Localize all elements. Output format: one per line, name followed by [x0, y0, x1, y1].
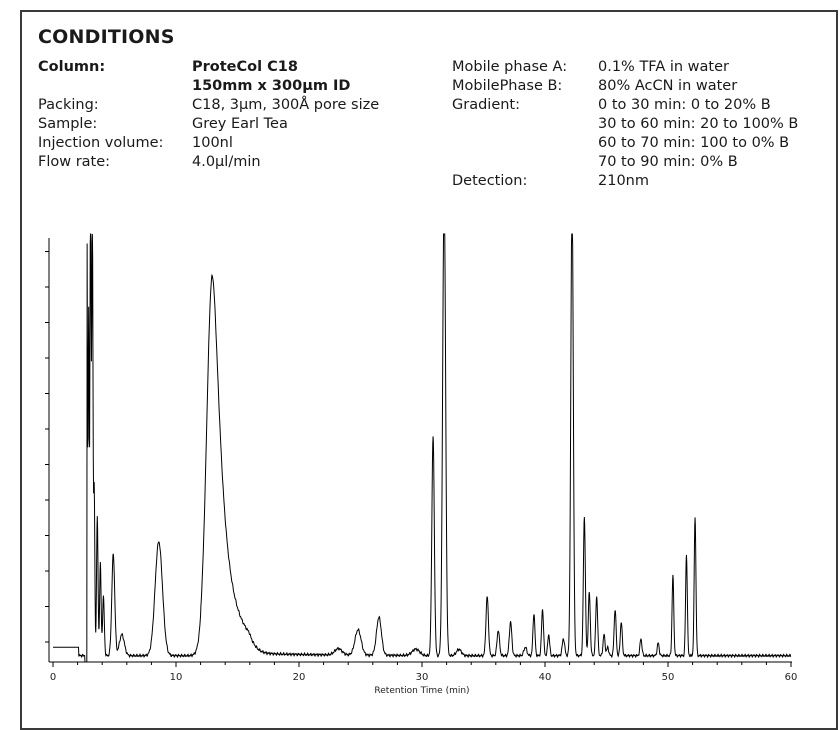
- condition-value: 30 to 60 min: 20 to 100% B: [598, 116, 799, 132]
- condition-value: ProteCol C18: [192, 59, 298, 75]
- chromatogram-chart: 0 10 20 30 40 50 60 Retention Time (min): [45, 233, 798, 696]
- y-axis: [45, 238, 50, 662]
- condition-value: C18, 3µm, 300Å pore size: [192, 97, 380, 113]
- condition-label: Injection volume:: [38, 135, 164, 151]
- condition-value: 80% AcCN in water: [598, 78, 738, 94]
- condition-value: 150mm x 300µm ID: [192, 78, 351, 94]
- condition-value: Grey Earl Tea: [192, 116, 288, 132]
- condition-label: MobilePhase B:: [452, 78, 563, 94]
- conditions-heading: CONDITIONS: [38, 26, 175, 48]
- x-tick-label: 50: [662, 672, 675, 683]
- x-tick-label: 10: [170, 672, 183, 683]
- condition-value: 60 to 70 min: 100 to 0% B: [598, 135, 790, 151]
- x-tick-label: 30: [416, 672, 429, 683]
- x-axis-label: Retention Time (min): [374, 686, 469, 696]
- condition-value: 210nm: [598, 173, 649, 189]
- chromatogram-trace: [53, 233, 792, 663]
- condition-label: Packing:: [38, 97, 99, 113]
- condition-label: Gradient:: [452, 97, 520, 113]
- condition-label: Flow rate:: [38, 154, 111, 170]
- condition-value: 0 to 30 min: 0 to 20% B: [598, 97, 771, 113]
- x-tick-label: 60: [785, 672, 798, 683]
- condition-value: 4.0µl/min: [192, 154, 261, 170]
- condition-value: 100nl: [192, 135, 233, 151]
- condition-label: Column:: [38, 59, 106, 75]
- condition-value: 70 to 90 min: 0% B: [598, 154, 738, 170]
- x-tick-label: 20: [293, 672, 306, 683]
- x-axis: 0 10 20 30 40 50 60: [49, 661, 798, 683]
- condition-value: 0.1% TFA in water: [598, 59, 729, 75]
- condition-label: Detection:: [452, 173, 528, 189]
- x-tick-label: 40: [539, 672, 552, 683]
- condition-label: Sample:: [38, 116, 98, 132]
- x-tick-label: 0: [50, 672, 56, 683]
- condition-label: Mobile phase A:: [452, 59, 568, 75]
